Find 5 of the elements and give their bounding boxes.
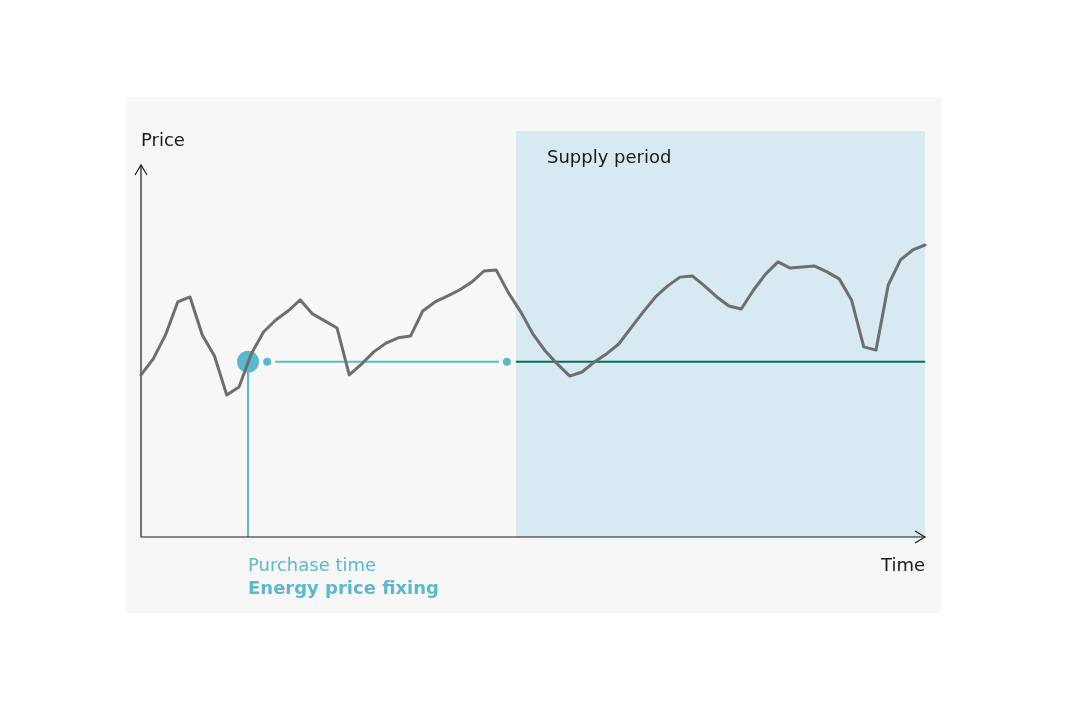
x-axis-title: Time — [879, 554, 925, 575]
text: Purchase time — [248, 554, 377, 575]
text: Price — [141, 129, 185, 150]
text: Energy price fixing — [248, 577, 439, 598]
text: Supply period — [546, 146, 672, 167]
